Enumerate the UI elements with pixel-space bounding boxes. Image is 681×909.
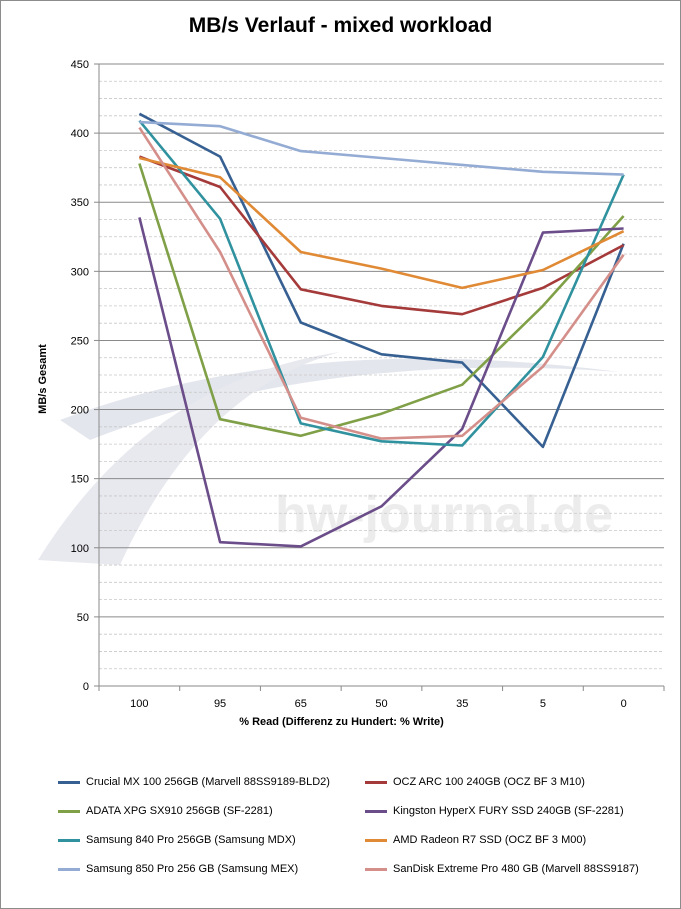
y-tick-label: 400 (71, 128, 89, 140)
series-line (138, 217, 624, 548)
series-line (138, 126, 625, 440)
legend-item: Crucial MX 100 256GB (Marvell 88SS9189-B… (58, 776, 330, 788)
legend-swatch (365, 867, 387, 871)
y-tick-label: 300 (71, 266, 89, 278)
legend-item: AMD Radeon R7 SSD (OCZ BF 3 M00) (365, 834, 586, 846)
legend-label: Samsung 850 Pro 256 GB (Samsung MEX) (86, 863, 299, 875)
series-line (138, 163, 625, 438)
legend-label: Crucial MX 100 256GB (Marvell 88SS9189-B… (86, 776, 330, 788)
x-tick-label: 5 (540, 698, 546, 710)
legend-swatch (365, 809, 387, 813)
legend-swatch (365, 780, 387, 784)
legend-label: SanDisk Extreme Pro 480 GB (Marvell 88SS… (393, 863, 639, 875)
legend-item: ADATA XPG SX910 256GB (SF-2281) (58, 805, 273, 817)
x-tick-label: 35 (456, 698, 468, 710)
x-tick-label: 50 (375, 698, 387, 710)
legend-label: Kingston HyperX FURY SSD 240GB (SF-2281) (393, 805, 624, 817)
legend-label: ADATA XPG SX910 256GB (SF-2281) (86, 805, 273, 817)
y-tick-label: 0 (83, 681, 89, 693)
y-tick-label: 200 (71, 405, 89, 417)
y-axis-label: MB/s Gesamt (37, 344, 49, 414)
legend-label: Samsung 840 Pro 256GB (Samsung MDX) (86, 834, 296, 846)
legend-item: SanDisk Extreme Pro 480 GB (Marvell 88SS… (365, 863, 639, 875)
legend-item: Kingston HyperX FURY SSD 240GB (SF-2281) (365, 805, 624, 817)
legend-item: Samsung 850 Pro 256 GB (Samsung MEX) (58, 863, 298, 875)
y-tick-label: 250 (71, 335, 89, 347)
line-chart: hw-journal.de 05010015020025030035040045… (37, 59, 665, 728)
x-tick-label: 0 (621, 698, 627, 710)
legend-swatch (58, 780, 80, 784)
grid-lines (99, 63, 664, 670)
legend-item: Samsung 840 Pro 256GB (Samsung MDX) (58, 834, 296, 846)
series-line (138, 119, 625, 447)
y-tick-label: 100 (71, 543, 89, 555)
legend-item: OCZ ARC 100 240GB (OCZ BF 3 M10) (365, 776, 585, 788)
x-tick-label: 65 (295, 698, 307, 710)
y-tick-label: 350 (71, 197, 89, 209)
series-line (139, 120, 624, 176)
watermark-swoosh (38, 352, 340, 565)
legend-swatch (58, 867, 80, 871)
series-line (138, 112, 625, 449)
y-tick-label: 50 (77, 612, 89, 624)
legend-label: AMD Radeon R7 SSD (OCZ BF 3 M00) (393, 834, 587, 846)
y-tick-label: 450 (71, 59, 89, 71)
x-tick-label: 100 (130, 698, 148, 710)
chart-title: MB/s Verlauf - mixed workload (188, 14, 493, 37)
legend-swatch (365, 838, 387, 842)
series-lines (138, 112, 625, 548)
legend-swatch (58, 838, 80, 842)
x-axis-label: % Read (Differenz zu Hundert: % Write) (239, 716, 444, 728)
axes (94, 63, 665, 691)
legend-label: OCZ ARC 100 240GB (OCZ BF 3 M10) (393, 776, 585, 788)
y-tick-label: 150 (71, 474, 89, 486)
x-tick-label: 95 (214, 698, 226, 710)
legend-swatch (58, 809, 80, 813)
series-line (139, 156, 625, 290)
series-line (138, 155, 625, 316)
